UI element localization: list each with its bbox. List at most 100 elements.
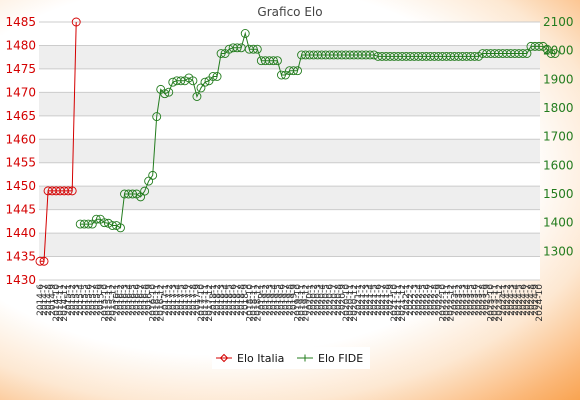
x-tick-label: 2015-5 [80, 284, 90, 316]
x-tick-label: 2022-6 [422, 284, 432, 316]
data-point [63, 186, 73, 196]
x-tick-label: 2014-7 [40, 284, 50, 316]
x-tick-label: 2018-8 [237, 284, 247, 316]
plot-band [39, 115, 540, 140]
x-tick-label: 2017-10 [197, 284, 207, 322]
x-tick-label: 2023-6 [471, 284, 481, 316]
x-tick-label: 2024-10 [535, 284, 545, 322]
x-tick-label: 2019-9 [290, 284, 300, 316]
x-tick-label: 2020-7 [330, 284, 340, 316]
x-tick-label: 2015-7 [88, 284, 98, 316]
data-point [35, 256, 45, 266]
x-tick-label: 2023-11 [491, 284, 501, 322]
data-point [67, 186, 77, 196]
x-tick-label: 2020-11 [346, 284, 356, 322]
x-tick-label: 2014-12 [60, 284, 70, 322]
x-tick-label: 2022-8 [430, 284, 440, 316]
x-tick-label: 2022-10 [438, 284, 448, 322]
plot-band [39, 186, 540, 210]
x-tick-label: 2019-7 [281, 284, 291, 316]
x-tick-label: 2023-2 [455, 284, 465, 316]
x-tick-label: 2014-8 [44, 284, 54, 316]
x-tick-label: 2017-7 [185, 284, 195, 316]
right-y-tick-label: 1600 [543, 158, 574, 172]
x-tick-label: 2020-8 [334, 284, 344, 316]
left-y-tick-label: 1440 [5, 226, 36, 240]
series-elo-fide [75, 29, 560, 233]
x-tick-label: 2017-4 [173, 284, 183, 316]
left-y-tick-label: 1485 [5, 15, 36, 29]
data-point [232, 43, 242, 53]
x-tick-label: 2021-1 [354, 284, 364, 316]
x-tick-label: 2020-4 [318, 284, 328, 316]
series-line [40, 21, 77, 262]
left-y-tick-label: 1475 [5, 62, 36, 76]
legend-item-elo-italia[interactable]: Elo Italia [216, 352, 284, 365]
x-tick-label: 2017-3 [169, 284, 179, 316]
data-point [240, 29, 250, 38]
x-tick-label: 2019-3 [265, 284, 275, 316]
x-tick-label: 2024-2 [503, 284, 513, 316]
x-tick-label: 2016-6 [133, 284, 143, 316]
x-tick-label: 2019-1 [257, 284, 267, 316]
x-tick-label: 2020-10 [342, 284, 352, 322]
x-tick-label: 2015-4 [76, 284, 86, 316]
right-y-tick-label: 2100 [543, 15, 574, 29]
x-tick-label: 2023-12 [495, 284, 505, 322]
x-tick-label: 2018-11 [249, 284, 259, 322]
x-tick-label: 2024-5 [515, 284, 525, 316]
x-tick-label: 2016-11 [153, 284, 163, 322]
x-tick-label: 2021-11 [394, 284, 404, 322]
x-tick-label: 2016-12 [157, 284, 167, 322]
x-tick-label: 2024-1 [499, 284, 509, 316]
x-tick-label: 2014-9 [48, 284, 58, 316]
plot-band [39, 233, 540, 257]
x-tick-label: 2019-8 [286, 284, 296, 316]
x-tick-label: 2017-11 [201, 284, 211, 322]
x-tick-label: 2016-8 [141, 284, 151, 316]
left-y-tick-label: 1455 [5, 156, 36, 170]
data-point [140, 186, 150, 196]
x-tick-label: 2019-10 [294, 284, 304, 322]
x-tick-label: 2016-10 [149, 284, 159, 322]
plot-band [39, 92, 540, 116]
data-point [522, 49, 532, 58]
left-y-tick-label: 1480 [5, 38, 36, 52]
grid-lines [39, 21, 540, 281]
x-tick-label: 2023-3 [459, 284, 469, 316]
x-tick-label: 2024-4 [511, 284, 521, 316]
plot-band [39, 256, 540, 280]
x-tick-label: 2022-4 [414, 284, 424, 316]
x-tick-label: 2016-9 [145, 284, 155, 316]
x-tick-label: 2019-11 [298, 284, 308, 322]
chart-title: Grafico Elo [257, 5, 322, 19]
legend-item-elo-fide[interactable]: Elo FIDE [297, 352, 363, 365]
data-point [107, 221, 117, 230]
x-tick-label: 2014-10 [52, 284, 62, 322]
x-tick-label: 2020-3 [314, 284, 324, 316]
plot-band [39, 68, 540, 93]
x-tick-label: 2017-6 [181, 284, 191, 316]
left-y-tick-label: 1465 [5, 109, 36, 123]
series-elo-italia [35, 17, 81, 266]
x-tick-label: 2018-9 [241, 284, 251, 316]
data-point [248, 44, 258, 54]
x-tick-label: 2018-6 [229, 284, 239, 316]
x-tick-label: 2018-5 [225, 284, 235, 316]
x-tick-label: 2019-12 [302, 284, 312, 322]
x-tick-label: 2018-10 [245, 284, 255, 322]
plot-band [39, 162, 540, 187]
x-tick-label: 2021-9 [386, 284, 396, 316]
x-tick-label: 2019-6 [277, 284, 287, 316]
x-tick-label: 2017-9 [193, 284, 203, 316]
x-tick-label: 2018-2 [213, 284, 223, 316]
x-tick-label: 2021-6 [374, 284, 384, 316]
x-tick-label: 2023-10 [487, 284, 497, 322]
data-point [148, 170, 158, 180]
data-point [208, 72, 218, 81]
x-tick-label: 2024-3 [507, 284, 517, 316]
plot-band [39, 209, 540, 234]
data-point [268, 56, 278, 66]
legend-marker-elo-italia [219, 353, 229, 363]
data-point [99, 218, 109, 228]
